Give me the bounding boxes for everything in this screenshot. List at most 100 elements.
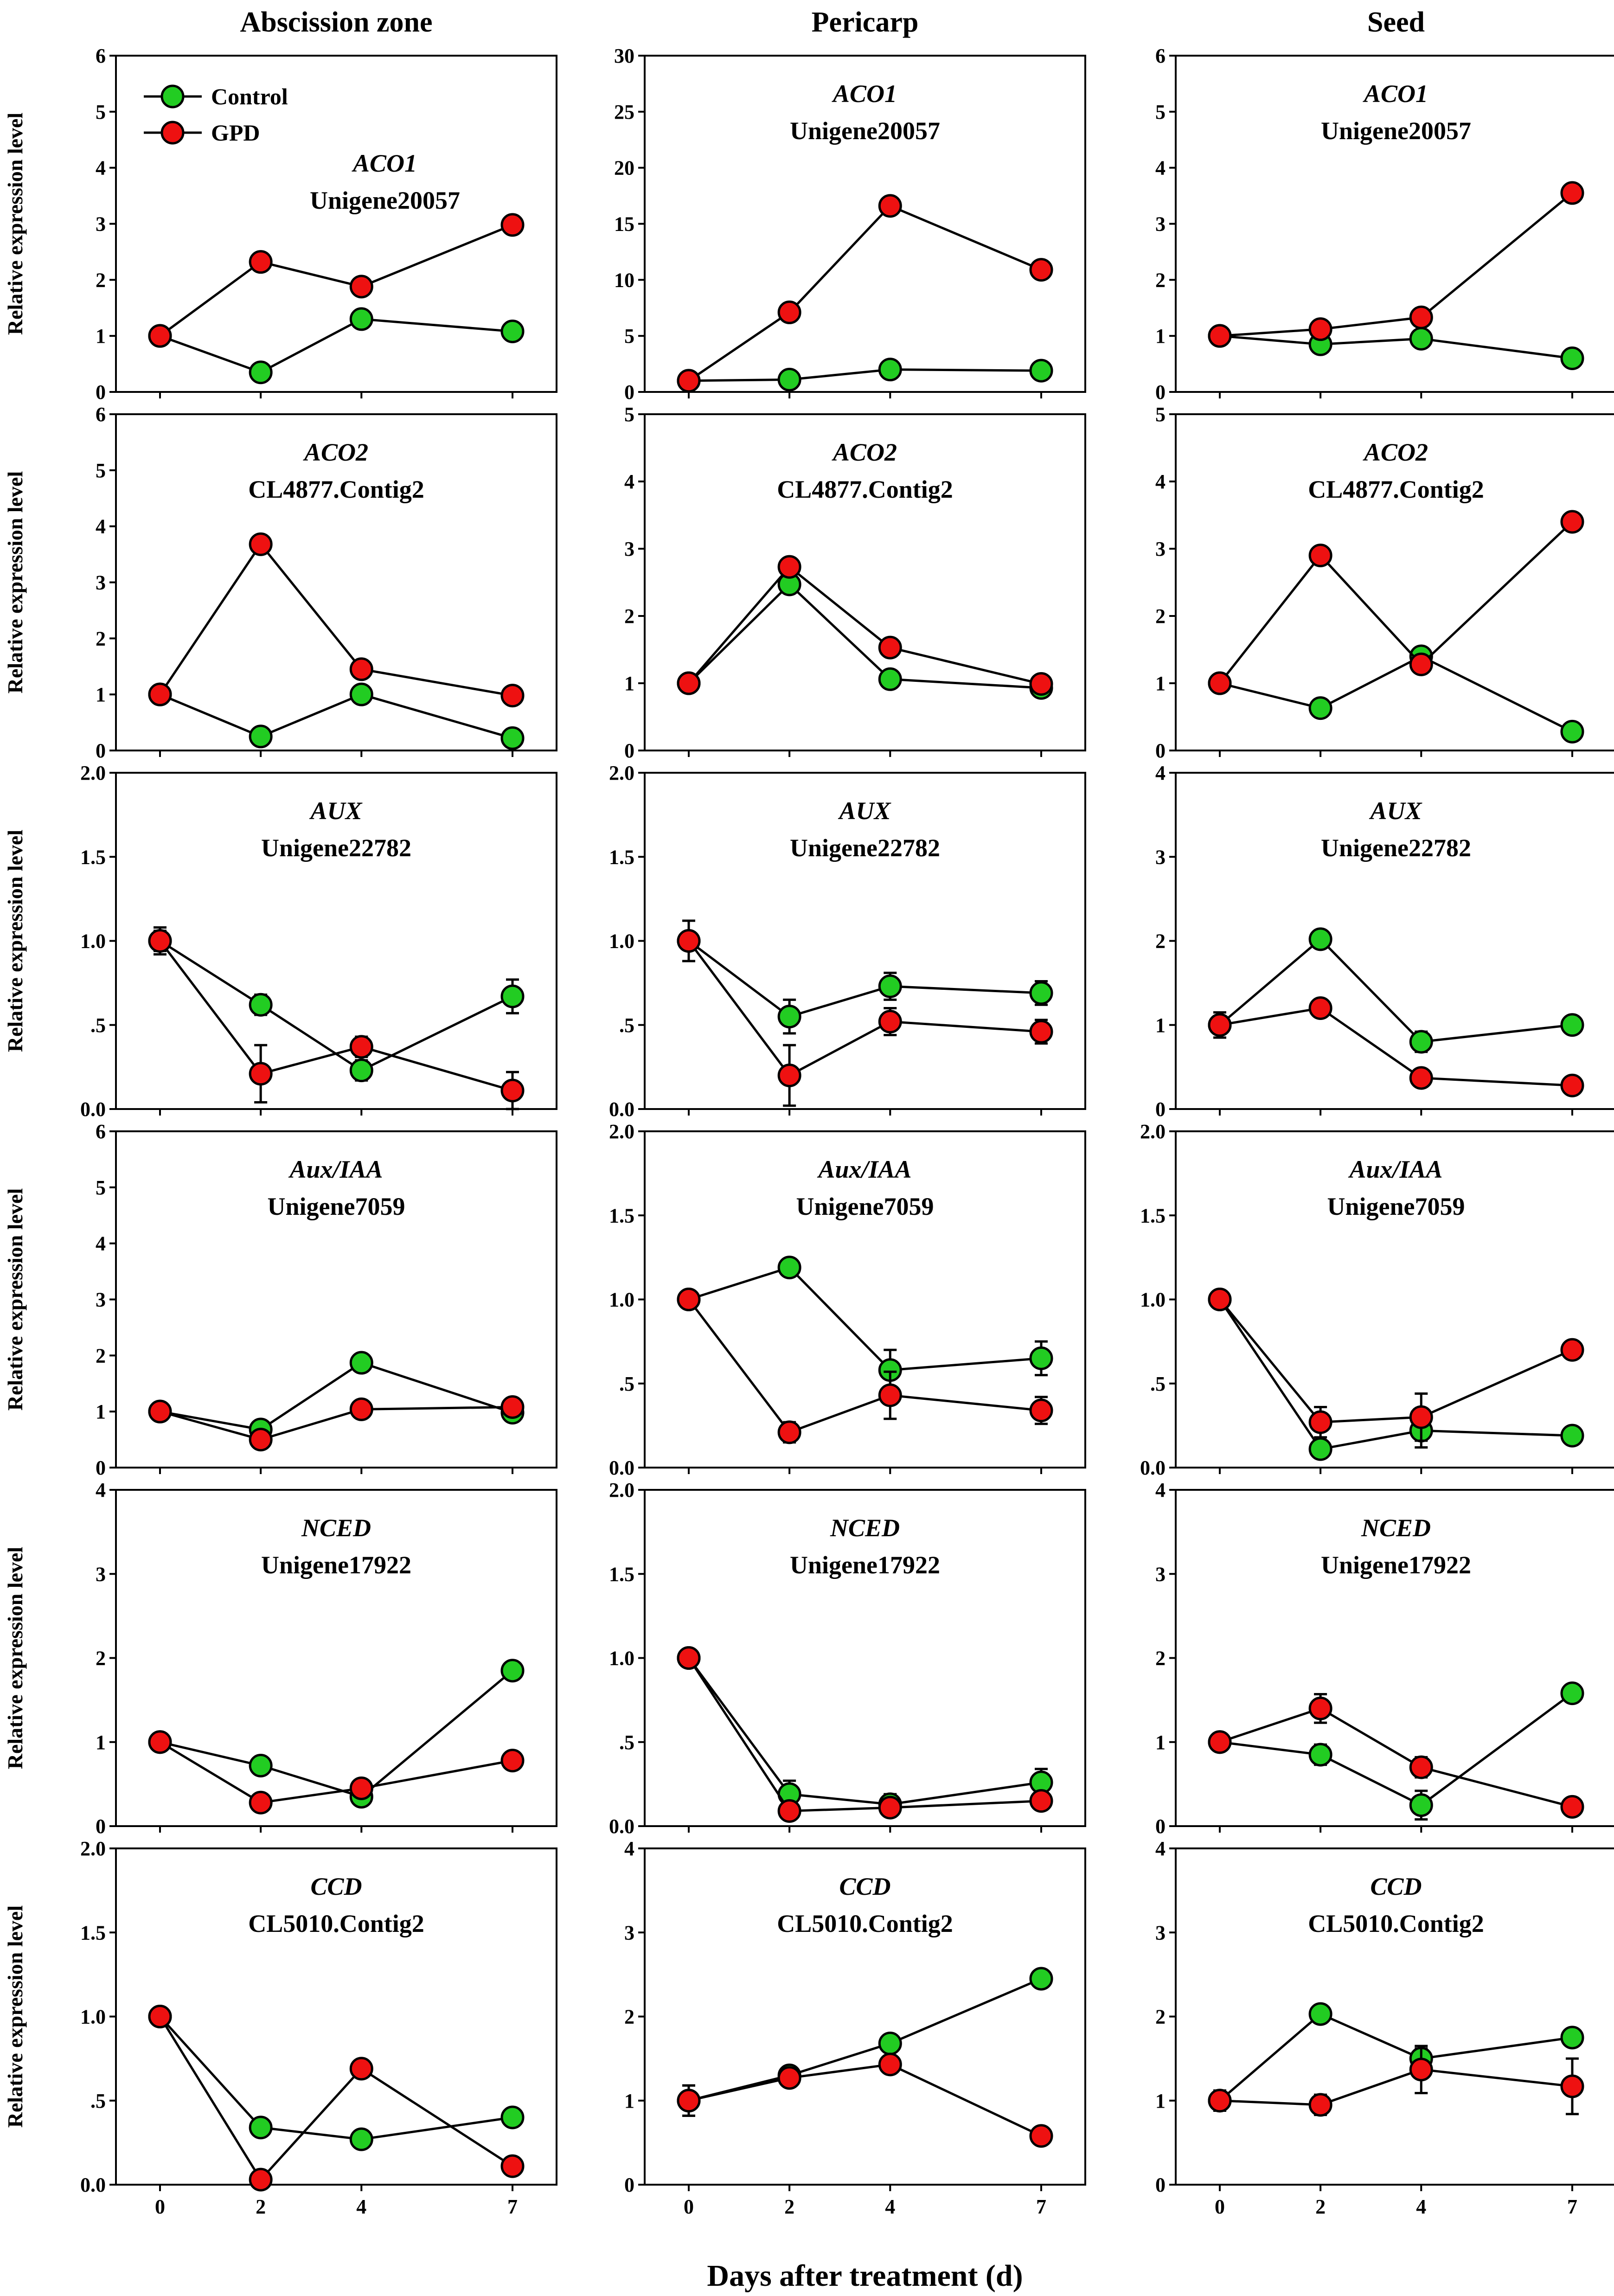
y-tick-label: 4: [96, 157, 106, 180]
data-point-gpd-day-4: [878, 635, 902, 660]
data-point-gpd-day-2: [1308, 544, 1332, 567]
gene-name: ACO2: [832, 438, 897, 466]
contig-id: CL5010.Contig2: [248, 1910, 424, 1937]
contig-id: Unigene17922: [261, 1551, 411, 1579]
contig-id: Unigene7059: [1327, 1193, 1465, 1220]
y-tick-label: 1.0: [609, 1289, 634, 1311]
y-tick-label: 1.5: [609, 846, 634, 868]
data-point-gpd-day-2: [249, 1062, 273, 1086]
series-control: [677, 919, 1053, 1035]
y-tick-label: 1.0: [609, 1647, 634, 1670]
data-point-control-day-4: [878, 667, 902, 691]
y-tick-label: 1.0: [80, 2006, 106, 2028]
data-point-gpd-day-4: [1409, 652, 1433, 676]
series-gpd: [677, 2052, 1053, 2148]
data-point-gpd-day-0: [677, 1646, 701, 1670]
y-tick-label: 2: [1155, 605, 1166, 628]
gene-name: CCD: [839, 1873, 890, 1900]
y-tick-label: 3: [96, 213, 106, 236]
series-gpd: [677, 1646, 1053, 1823]
y-tick-label: 6: [96, 1120, 106, 1143]
y-tick-label: 5: [96, 459, 106, 482]
y-axis-title: Relative expression level: [3, 1188, 27, 1411]
data-point-gpd-day-4: [1409, 1405, 1433, 1429]
series-gpd: [1208, 2045, 1584, 2117]
y-tick-label: 3: [1155, 1921, 1166, 1944]
gene-name: NCED: [830, 1514, 900, 1542]
series-line-control: [688, 583, 1042, 689]
data-point-gpd-day-7: [500, 213, 525, 237]
y-tick-label: 1: [96, 683, 106, 706]
legend-marker: [160, 84, 185, 109]
data-point-gpd-day-4: [878, 2052, 902, 2077]
y-tick-label: 1: [1155, 2090, 1166, 2112]
y-tick-label: 4: [624, 1837, 634, 1860]
series-control: [677, 572, 1053, 700]
y-tick-label: .5: [90, 2090, 106, 2112]
data-point-gpd-day-7: [1029, 2124, 1053, 2148]
data-point-gpd-day-0: [148, 2005, 172, 2028]
data-point-control-day-4: [349, 307, 373, 331]
contig-id: Unigene17922: [790, 1551, 940, 1579]
y-tick-label: 1.5: [609, 1204, 634, 1227]
series-line-control: [1219, 1692, 1573, 1807]
series-gpd: [148, 213, 525, 348]
data-point-gpd-day-0: [677, 369, 701, 393]
y-tick-label: .5: [619, 1372, 634, 1395]
y-tick-label: 0: [624, 381, 634, 404]
data-point-control-day-2: [777, 367, 801, 391]
series-gpd: [677, 555, 1053, 696]
data-point-control-day-4: [1409, 1793, 1433, 1817]
y-tick-label: 1.5: [80, 846, 106, 868]
data-point-control-day-7: [1029, 359, 1053, 383]
series-line-control: [160, 1361, 513, 1431]
y-tick-label: 2.0: [1140, 1120, 1166, 1143]
data-point-gpd-day-0: [1208, 671, 1232, 695]
series-line-gpd: [159, 2016, 513, 2182]
series-control: [148, 1659, 525, 1809]
data-point-control-day-2: [777, 1005, 801, 1029]
data-point-control-day-4: [1409, 1030, 1433, 1054]
gene-name: ACO1: [1363, 80, 1428, 108]
y-tick-label: 2: [624, 605, 634, 628]
y-tick-label: 5: [624, 403, 634, 426]
contig-id: Unigene20057: [310, 186, 460, 214]
y-tick-label: 4: [624, 470, 634, 493]
data-point-gpd-day-0: [1208, 1288, 1232, 1311]
x-tick-label: 2: [256, 2195, 266, 2218]
chart-panel-seed-aco2: 0 1 2 3 4 5 ACO2 CL4877.Contig2: [1155, 403, 1614, 762]
y-tick-label: 1: [624, 672, 634, 695]
chart-panel-abscission-zone-ccd: 0.0 .5 1.0 1.5 2.0 0 2 4 7 Relative expression le…: [3, 1837, 557, 2218]
data-point-gpd-day-2: [777, 1799, 801, 1823]
data-point-control-day-2: [1308, 696, 1332, 720]
y-tick-label: 0: [1155, 739, 1166, 762]
data-point-control-day-7: [1560, 346, 1584, 370]
series-gpd: [1208, 996, 1584, 1097]
series-control: [1208, 2002, 1584, 2113]
y-tick-label: 2: [96, 627, 106, 650]
legend-item-gpd: GPD: [144, 120, 260, 146]
data-point-control-day-2: [249, 1754, 273, 1777]
contig-id: Unigene20057: [790, 117, 940, 145]
contig-id: Unigene22782: [790, 834, 940, 862]
y-tick-label: 0: [96, 1815, 106, 1838]
y-tick-label: 1: [1155, 672, 1166, 695]
x-axis-title: Days after treatment (d): [707, 2259, 1023, 2293]
series-line-control: [160, 693, 513, 739]
y-tick-label: 20: [614, 157, 634, 180]
series-gpd: [148, 1730, 525, 1815]
y-tick-label: 0.0: [80, 1098, 106, 1121]
data-point-gpd-day-0: [677, 2089, 701, 2113]
y-tick-label: 0.0: [609, 1815, 634, 1838]
series-line-gpd: [688, 2063, 1042, 2137]
legend-label: Control: [211, 83, 288, 109]
series-control: [1208, 1681, 1584, 1821]
contig-id: CL5010.Contig2: [777, 1910, 953, 1937]
y-tick-label: 1: [1155, 325, 1166, 347]
y-tick-label: 2: [1155, 269, 1166, 291]
y-tick-label: 1.5: [80, 1921, 106, 1944]
y-tick-label: 0.0: [80, 2174, 106, 2196]
data-point-gpd-day-0: [1208, 1013, 1232, 1037]
y-tick-label: 4: [1155, 762, 1166, 784]
chart-panel-seed-aux: 0 1 2 3 4 AUX Unigene22782: [1155, 762, 1614, 1121]
